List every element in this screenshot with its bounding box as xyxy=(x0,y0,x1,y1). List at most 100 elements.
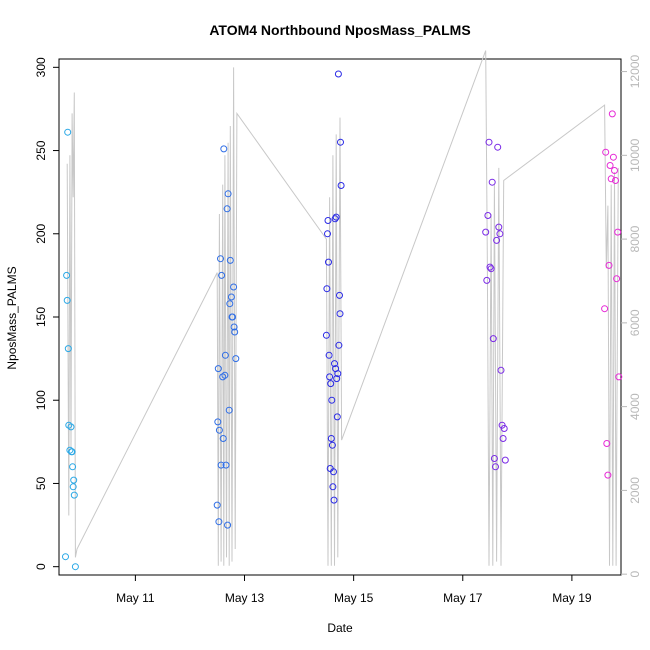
point-flight2-7 xyxy=(221,371,229,379)
point-flight5-5 xyxy=(606,162,614,169)
point-flight2-0 xyxy=(213,501,221,509)
y2-tick-label: 12000 xyxy=(628,55,642,89)
point-flight3-23 xyxy=(333,375,341,383)
y-axis-label: NposMass_PALMS xyxy=(5,266,19,369)
point-flight2-18 xyxy=(214,418,222,426)
point-flight3-27 xyxy=(337,182,345,189)
point-flight1-12 xyxy=(70,476,78,484)
point-flight3-2 xyxy=(325,258,332,266)
point-flight1-6 xyxy=(66,446,74,454)
point-flight3-25 xyxy=(335,341,343,349)
point-flight3-3 xyxy=(326,373,334,381)
point-flight2-12 xyxy=(226,256,234,264)
y-tick-label: 100 xyxy=(34,390,48,410)
point-flight3-5 xyxy=(328,396,336,404)
point-flight2-11 xyxy=(225,406,233,414)
point-flight1-9 xyxy=(68,448,76,456)
point-flight1-7 xyxy=(67,423,75,431)
point-flight3-18 xyxy=(327,435,335,442)
y2-tick-label: 4000 xyxy=(628,393,642,420)
point-flight3-13 xyxy=(337,138,344,146)
point-flight1-3 xyxy=(64,128,72,136)
point-flight3-9 xyxy=(332,213,340,221)
points-layer xyxy=(62,70,623,571)
point-flight2-5 xyxy=(219,373,227,381)
y-tick-label: 200 xyxy=(34,223,48,243)
point-flight5-4 xyxy=(605,261,613,269)
y2-tick-label: 0 xyxy=(628,571,642,578)
point-flight1-11 xyxy=(69,483,77,491)
point-flight3-11 xyxy=(334,70,342,78)
point-flight2-4 xyxy=(218,271,226,279)
point-flight2-10 xyxy=(224,190,232,198)
point-flight5-13 xyxy=(615,373,623,381)
point-flight3-19 xyxy=(328,441,336,449)
point-flight5-0 xyxy=(601,305,609,313)
axes-layer: May 11 May 13 May 15 May 17 May 19 0 50 100 150 2… xyxy=(34,55,642,605)
point-flight3-21 xyxy=(331,360,338,368)
point-flight5-7 xyxy=(608,110,616,118)
point-flight4-4 xyxy=(486,263,494,271)
point-flight4-1 xyxy=(483,276,491,284)
point-flight5-2 xyxy=(603,440,611,447)
point-flight5-12 xyxy=(614,228,622,236)
point-flight2-22 xyxy=(221,351,229,359)
point-flight4-9 xyxy=(492,463,499,471)
point-flight1-0 xyxy=(62,553,69,561)
point-flight4-14 xyxy=(497,366,505,374)
point-flight2-26 xyxy=(230,323,238,331)
point-flight1-13 xyxy=(70,491,78,499)
y-tick-label: 150 xyxy=(34,307,48,327)
point-flight2-25 xyxy=(228,313,236,321)
point-flight5-10 xyxy=(612,177,619,184)
point-flight2-21 xyxy=(219,435,227,442)
point-flight3-20 xyxy=(330,468,337,476)
point-flight1-4 xyxy=(64,345,72,353)
y-tick-label: 250 xyxy=(34,140,48,160)
y2-tick-label: 6000 xyxy=(628,309,642,336)
y-tick-label: 0 xyxy=(34,563,48,570)
point-flight2-15 xyxy=(230,283,238,291)
point-flight5-8 xyxy=(609,153,617,161)
point-flight4-7 xyxy=(489,335,497,343)
point-flight2-2 xyxy=(215,426,223,434)
point-flight4-17 xyxy=(500,425,508,432)
point-flight4-10 xyxy=(493,236,501,244)
point-flight4-16 xyxy=(499,435,507,442)
point-flight1-1 xyxy=(63,271,71,279)
point-flight2-24 xyxy=(226,300,234,308)
point-flight4-6 xyxy=(488,178,496,186)
point-flight1-10 xyxy=(69,463,77,471)
x-tick-label: May 19 xyxy=(552,591,592,605)
point-flight2-8 xyxy=(222,461,230,469)
point-flight4-18 xyxy=(501,456,509,464)
point-flight2-17 xyxy=(232,355,240,363)
point-flight4-3 xyxy=(485,138,493,146)
point-flight1-14 xyxy=(71,563,79,571)
point-flight2-19 xyxy=(215,518,223,526)
point-flight4-5 xyxy=(487,265,495,273)
x-tick-label: May 15 xyxy=(334,591,374,605)
point-flight3-7 xyxy=(330,496,338,504)
point-flight3-24 xyxy=(334,370,342,378)
point-flight4-13 xyxy=(496,230,504,238)
point-flight3-12 xyxy=(336,291,343,299)
point-flight1-5 xyxy=(65,421,73,429)
point-flight3-15 xyxy=(324,217,332,224)
y2-tick-label: 8000 xyxy=(628,225,642,252)
point-flight3-0 xyxy=(322,331,330,339)
point-flight3-4 xyxy=(327,380,335,388)
y2-tick-label: 2000 xyxy=(628,477,642,504)
point-flight5-1 xyxy=(602,148,610,156)
x-tick-label: May 17 xyxy=(443,591,483,605)
point-flight3-14 xyxy=(323,285,331,293)
point-flight2-23 xyxy=(224,521,232,529)
point-flight4-0 xyxy=(482,228,490,236)
point-flight3-10 xyxy=(333,413,341,421)
point-flight2-13 xyxy=(227,293,235,301)
x-tick-label: May 11 xyxy=(116,591,155,605)
point-flight3-8 xyxy=(331,215,339,223)
point-flight2-16 xyxy=(231,328,239,336)
point-flight3-6 xyxy=(329,483,337,491)
